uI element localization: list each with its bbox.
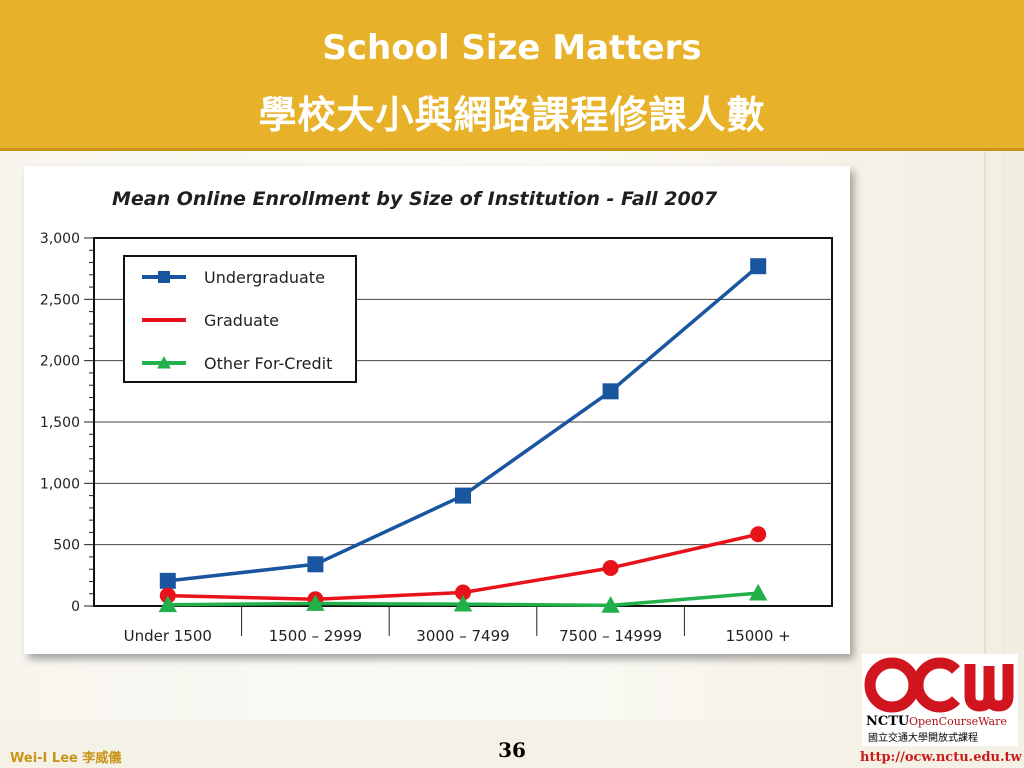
x-tick-label: Under 1500 xyxy=(124,627,212,645)
data-point xyxy=(602,559,619,576)
slide-header xyxy=(0,0,1024,148)
decorative-rule xyxy=(1004,151,1005,721)
data-point xyxy=(601,596,620,613)
x-tick-label: 7500 – 14999 xyxy=(559,627,662,645)
logo-opencourseware-text: OpenCourseWare xyxy=(909,715,1007,728)
page-number: 36 xyxy=(498,738,526,762)
series-undergraduate xyxy=(159,258,767,589)
enrollment-line-chart: Mean Online Enrollment by Size of Instit… xyxy=(40,188,833,645)
series-layer xyxy=(158,258,768,613)
data-point xyxy=(749,583,768,601)
data-point xyxy=(306,594,325,611)
slide-footer xyxy=(0,720,1024,768)
legend-label: Other For-Credit xyxy=(204,354,332,373)
author-credit: Wei-I Lee 李威儀 xyxy=(10,747,121,766)
footer-url-link[interactable]: http://ocw.nctu.edu.tw xyxy=(860,750,1022,765)
y-tick-label: 2,000 xyxy=(40,354,80,370)
logo-subtitle-chinese: 國立交通大學開放式課程 xyxy=(868,731,978,744)
axes: 0 500 1,000 1,500 2,000 2,500 3,000 Under 1500 1… xyxy=(40,231,833,645)
author-name-chinese: 李威儀 xyxy=(82,751,122,766)
logo-nctu-text: NCTU xyxy=(866,714,910,729)
data-point xyxy=(453,594,473,612)
series-other-for-credit xyxy=(158,583,768,613)
data-point xyxy=(455,487,471,504)
y-tick-label: 0 xyxy=(71,599,80,615)
y-tick-label: 2,500 xyxy=(40,292,80,308)
decorative-rule xyxy=(984,151,986,721)
chart-card: Mean Online Enrollment by Size of Instit… xyxy=(24,166,850,654)
y-tick-label: 1,000 xyxy=(40,476,80,492)
legend-item: Undergraduate xyxy=(142,268,325,287)
chart-legend: Undergraduate Graduate Other For-Credit xyxy=(123,255,357,383)
data-point xyxy=(159,572,176,589)
grid-lines xyxy=(94,298,832,546)
data-point xyxy=(602,383,619,400)
data-point xyxy=(158,595,177,613)
header-divider xyxy=(0,148,1024,151)
x-tick-label: 1500 – 2999 xyxy=(269,627,362,645)
data-point xyxy=(158,271,170,283)
chart-title: Mean Online Enrollment by Size of Instit… xyxy=(112,188,718,210)
x-tick-label: 15000 + xyxy=(726,627,791,645)
slide-title-chinese: 學校大小與網路課程修課人數 xyxy=(258,92,766,137)
data-point xyxy=(750,258,767,275)
data-point xyxy=(750,526,767,543)
legend-label: Graduate xyxy=(204,311,279,330)
data-point xyxy=(157,356,171,369)
nctu-ocw-logo: NCTU OpenCourseWare 國立交通大學開放式課程 xyxy=(862,654,1018,746)
legend-item: Graduate xyxy=(142,311,279,330)
data-point xyxy=(455,584,471,601)
legend-item: Other For-Credit xyxy=(142,354,332,373)
data-point xyxy=(307,556,324,573)
y-tick-label: 1,500 xyxy=(40,415,80,431)
author-name-english: Wei-I Lee xyxy=(10,751,78,766)
x-tick-label: 3000 – 7499 xyxy=(416,627,509,645)
y-tick-label: 500 xyxy=(53,538,80,554)
y-tick-label: 3,000 xyxy=(40,231,80,247)
slide-title-english: School Size Matters xyxy=(322,28,702,68)
legend-label: Undergraduate xyxy=(204,268,325,287)
